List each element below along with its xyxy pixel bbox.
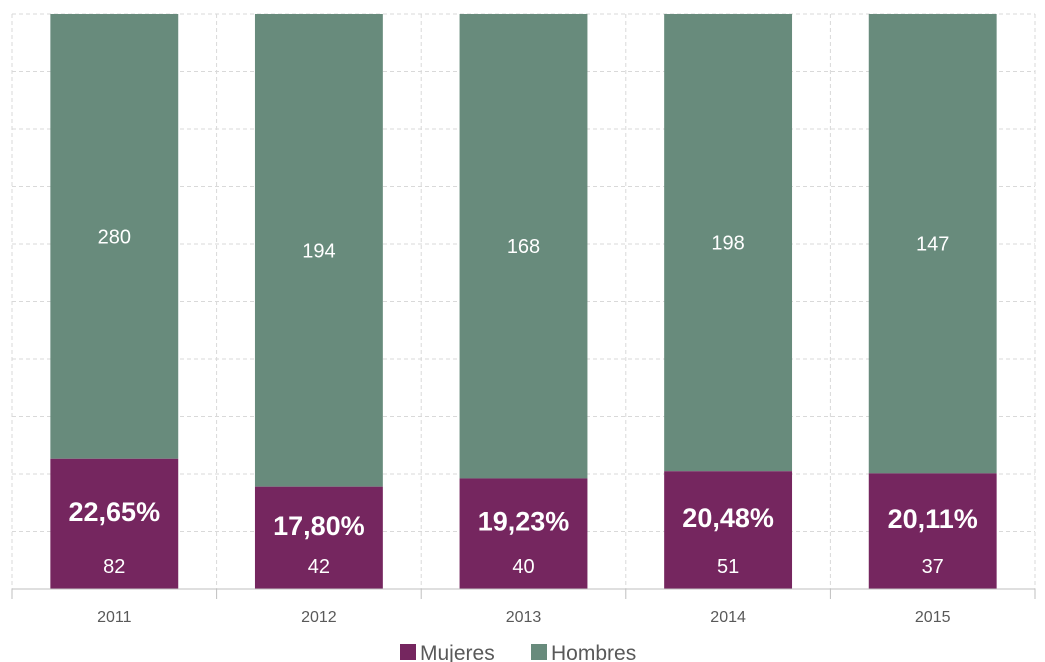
x-tick-label: 2013 (506, 609, 542, 626)
percent-label: 20,11% (888, 504, 978, 534)
bar-hombres-2011 (50, 14, 179, 459)
bar-hombres-2013 (459, 14, 588, 479)
legend-swatch-hombres (531, 644, 547, 660)
bar-hombres-2012 (254, 14, 383, 487)
x-tick-label: 2015 (915, 609, 951, 626)
x-tick-label: 2012 (301, 609, 337, 626)
value-label-hombres: 168 (507, 236, 540, 258)
x-axis: 2011 2012 2013 2014 2015 (11, 588, 1036, 626)
value-label-hombres: 147 (916, 234, 949, 256)
value-label-mujeres: 82 (103, 556, 125, 578)
percent-label: 20,48% (682, 503, 774, 533)
value-label-hombres: 198 (711, 233, 744, 255)
value-label-mujeres: 42 (308, 556, 330, 578)
data-labels: 280 82 22,65% 194 42 17,80% 168 40 19,23% 198 51 20… (69, 226, 978, 578)
bar-mujeres-2014 (664, 471, 793, 589)
bar-mujeres-2013 (459, 478, 588, 589)
value-label-mujeres: 40 (512, 556, 534, 578)
legend-label-hombres: Hombres (551, 642, 636, 662)
legend-swatch-mujeres (400, 644, 416, 660)
bar-mujeres-2011 (50, 458, 179, 589)
bar-mujeres-2015 (868, 473, 997, 589)
value-label-hombres: 280 (98, 226, 131, 248)
bar-mujeres-2012 (254, 486, 383, 589)
bar-hombres-2014 (664, 14, 793, 472)
percent-label: 17,80% (273, 511, 365, 541)
bar-hombres-2015 (868, 14, 997, 474)
bars (50, 14, 997, 589)
legend: Mujeres Hombres (400, 642, 636, 662)
value-label-mujeres: 37 (922, 556, 944, 578)
x-tick-label: 2011 (97, 609, 132, 626)
percent-label: 19,23% (478, 507, 570, 537)
value-label-hombres: 194 (302, 240, 335, 262)
value-label-mujeres: 51 (717, 556, 739, 578)
x-tick-label: 2014 (710, 609, 746, 626)
legend-label-mujeres: Mujeres (420, 642, 495, 662)
percent-label: 22,65% (69, 497, 161, 527)
